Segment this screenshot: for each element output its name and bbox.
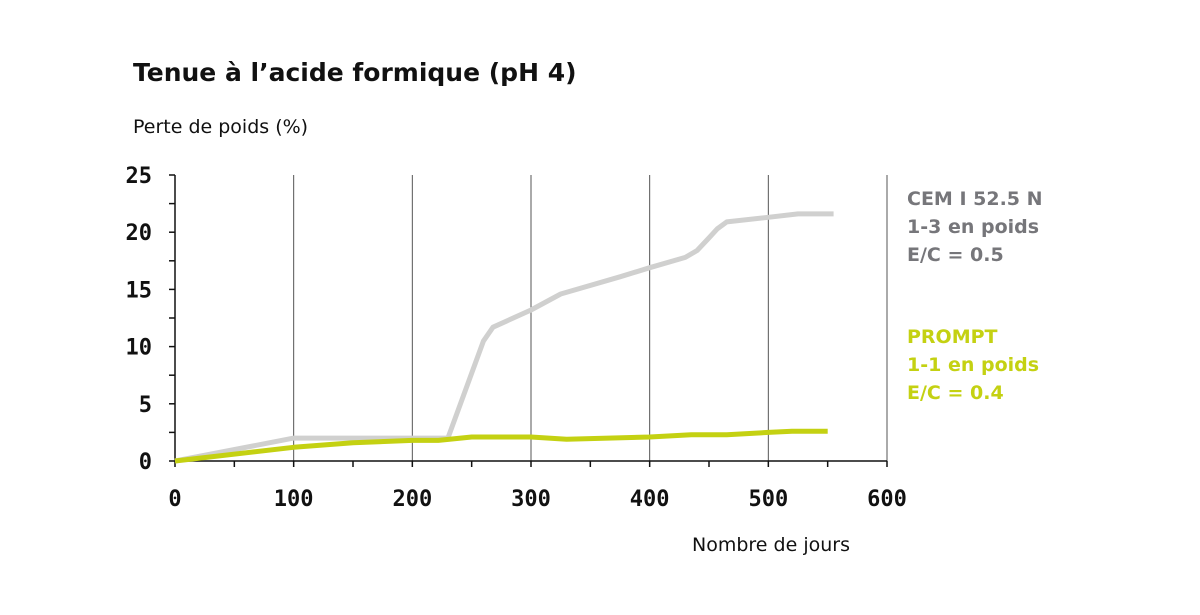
legend-entry-cem: CEM I 52.5 N 1-3 en poids E/C = 0.5	[907, 185, 1043, 269]
x-tick-label: 300	[511, 487, 551, 512]
grid-lines	[293, 175, 888, 461]
chart-title: Tenue à l’acide formique (pH 4)	[133, 58, 577, 87]
y-axis-label: Perte de poids (%)	[133, 116, 309, 138]
x-tick-label: 0	[168, 487, 181, 512]
legend-line: PROMPT	[907, 326, 998, 348]
legend-line: CEM I 52.5 N	[907, 188, 1043, 210]
legend-entry-prompt: PROMPT 1-1 en poids E/C = 0.4	[907, 323, 1039, 407]
series-line-0	[174, 211, 834, 464]
x-tick-label: 600	[867, 487, 907, 512]
y-tick-label: 20	[126, 221, 153, 246]
series-line-1	[174, 428, 828, 464]
x-axis-label: Nombre de jours	[692, 534, 850, 556]
axes	[169, 174, 888, 467]
y-tick-label: 10	[126, 336, 153, 361]
y-tick-label: 0	[139, 450, 152, 475]
legend-line: 1-3 en poids	[907, 216, 1040, 238]
legend-line: E/C = 0.5	[907, 244, 1004, 266]
legend-line: 1-1 en poids	[907, 354, 1040, 376]
y-tick-label: 25	[126, 164, 153, 189]
tick-labels: 0 100 200 300 400 500 600 0 5 10 15 20 25	[126, 164, 907, 512]
y-tick-label: 15	[126, 278, 153, 303]
x-tick-label: 200	[392, 487, 432, 512]
x-tick-label: 500	[748, 487, 788, 512]
x-tick-label: 400	[630, 487, 670, 512]
x-tick-label: 100	[274, 487, 314, 512]
legend-line: E/C = 0.4	[907, 382, 1004, 404]
series-lines	[174, 211, 834, 464]
y-tick-label: 5	[139, 393, 152, 418]
